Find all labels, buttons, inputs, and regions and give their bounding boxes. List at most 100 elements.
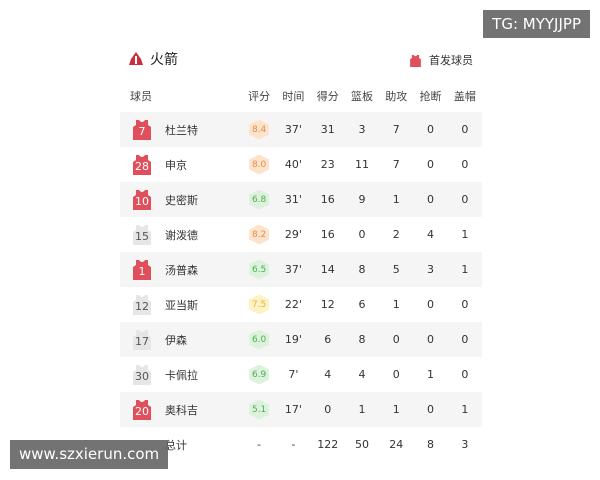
blocks: 0	[447, 182, 482, 217]
minutes: 22'	[284, 298, 302, 311]
jersey-number: 10	[135, 194, 149, 208]
rebounds: 11	[354, 158, 369, 171]
player-row[interactable]: 20 奥科吉 5.1 17' 0 1 1 0 1	[120, 392, 482, 427]
legend-label: 首发球员	[429, 54, 473, 67]
total-assists: 24	[389, 438, 404, 451]
points: 16	[310, 182, 345, 217]
points: 6	[310, 322, 345, 357]
total-rating: -	[257, 438, 262, 451]
assists: 2	[392, 228, 400, 241]
player-name[interactable]: 谢泼德	[165, 228, 198, 242]
points: 23	[320, 158, 335, 171]
jersey-number: 17	[135, 334, 149, 348]
watermark-top: TG: MYYJJPP	[483, 10, 590, 38]
player-name[interactable]: 杜兰特	[164, 112, 242, 147]
assists: 1	[379, 392, 414, 427]
jersey-number: 28	[135, 159, 149, 173]
player-row[interactable]: 30 卡佩拉 6.9 7' 4 4 0 1 0	[120, 357, 482, 392]
jersey-icon: 7	[133, 119, 151, 140]
assists: 0	[392, 368, 400, 381]
starter-legend: 首发球员	[410, 52, 473, 68]
player-name[interactable]: 奥科吉	[164, 392, 242, 427]
steals: 0	[413, 112, 448, 147]
player-name[interactable]: 汤普森	[164, 252, 242, 287]
rebounds: 0	[358, 228, 366, 241]
header-steals: 抢断	[419, 90, 442, 103]
header-minutes: 时间	[282, 90, 305, 103]
player-name[interactable]: 申京	[165, 158, 187, 172]
player-row[interactable]: 12 亚当斯 7.5 22' 12 6 1 0 0	[120, 287, 482, 322]
jersey-icon	[410, 55, 421, 67]
assists: 7	[392, 158, 400, 171]
total-minutes: -	[291, 438, 296, 451]
rebounds: 8	[344, 252, 380, 287]
jersey-icon: 20	[133, 399, 151, 420]
rebounds: 3	[344, 112, 380, 147]
steals: 0	[413, 322, 448, 357]
points: 16	[320, 228, 335, 241]
jersey-number: 1	[138, 264, 146, 278]
player-row[interactable]: 17 伊森 6.0 19' 6 8 0 0 0	[120, 322, 482, 357]
steals: 0	[413, 182, 448, 217]
minutes: 40'	[284, 158, 302, 171]
blocks: 0	[461, 298, 469, 311]
points: 31	[310, 112, 345, 147]
rockets-logo-icon	[129, 52, 143, 65]
player-row[interactable]: 1 汤普森 6.5 37' 14 8 5 3 1	[120, 252, 482, 287]
jersey-icon: 15	[133, 224, 151, 245]
steals: 0	[413, 392, 448, 427]
player-name[interactable]: 伊森	[164, 322, 242, 357]
player-row[interactable]: 15 谢泼德 8.2 29' 16 0 2 4 1	[120, 217, 482, 252]
jersey-number: 30	[135, 369, 149, 383]
rebounds: 8	[344, 322, 380, 357]
total-points: 122	[317, 438, 339, 451]
total-blocks: 3	[461, 438, 469, 451]
steals: 0	[427, 298, 435, 311]
rebounds: 1	[344, 392, 380, 427]
steals: 4	[427, 228, 435, 241]
player-row[interactable]: 10 史密斯 6.8 31' 16 9 1 0 0	[120, 182, 482, 217]
rating-badge: 8.4	[249, 119, 270, 140]
jersey-icon: 10	[133, 189, 151, 210]
steals: 3	[413, 252, 448, 287]
player-name[interactable]: 卡佩拉	[165, 368, 198, 382]
rating-badge: 5.1	[249, 399, 270, 420]
team-header: 火箭 首发球员	[128, 48, 473, 72]
jersey-number: 12	[135, 299, 149, 313]
player-row[interactable]: 28 申京 8.0 40' 23 11 7 0 0	[120, 147, 482, 182]
table-header: 球员 评分 时间 得分 篮板 助攻 抢断 盖帽	[120, 80, 482, 112]
rating-badge: 8.2	[249, 224, 270, 245]
total-steals: 8	[427, 438, 435, 451]
rebounds: 9	[344, 182, 380, 217]
points: 4	[324, 368, 332, 381]
blocks: 0	[461, 158, 469, 171]
total-row: 总计 - - 122 50 24 8 3	[120, 427, 482, 462]
player-name[interactable]: 亚当斯	[165, 298, 198, 312]
blocks: 1	[461, 228, 469, 241]
jersey-icon: 17	[133, 329, 151, 350]
assists: 1	[392, 298, 400, 311]
minutes: 37'	[276, 252, 311, 287]
rating-badge: 6.8	[249, 189, 270, 210]
rating-badge: 6.9	[249, 364, 270, 385]
assists: 1	[379, 182, 414, 217]
minutes: 7'	[288, 368, 299, 381]
player-name[interactable]: 史密斯	[164, 182, 242, 217]
assists: 5	[379, 252, 414, 287]
jersey-number: 7	[138, 124, 146, 138]
assists: 7	[379, 112, 414, 147]
steals: 0	[427, 158, 435, 171]
jersey-number: 15	[135, 229, 149, 243]
team-name: 火箭	[150, 52, 178, 68]
blocks: 1	[447, 252, 482, 287]
jersey-number: 20	[135, 404, 149, 418]
assists: 0	[379, 322, 414, 357]
minutes: 37'	[276, 112, 311, 147]
points: 0	[310, 392, 345, 427]
player-row[interactable]: 7 杜兰特 8.4 37' 31 3 7 0 0	[120, 112, 482, 147]
rebounds: 4	[358, 368, 366, 381]
rating-badge: 8.0	[249, 154, 270, 175]
rating-badge: 6.5	[249, 259, 270, 280]
jersey-icon: 28	[133, 154, 151, 175]
jersey-icon: 1	[133, 259, 151, 280]
